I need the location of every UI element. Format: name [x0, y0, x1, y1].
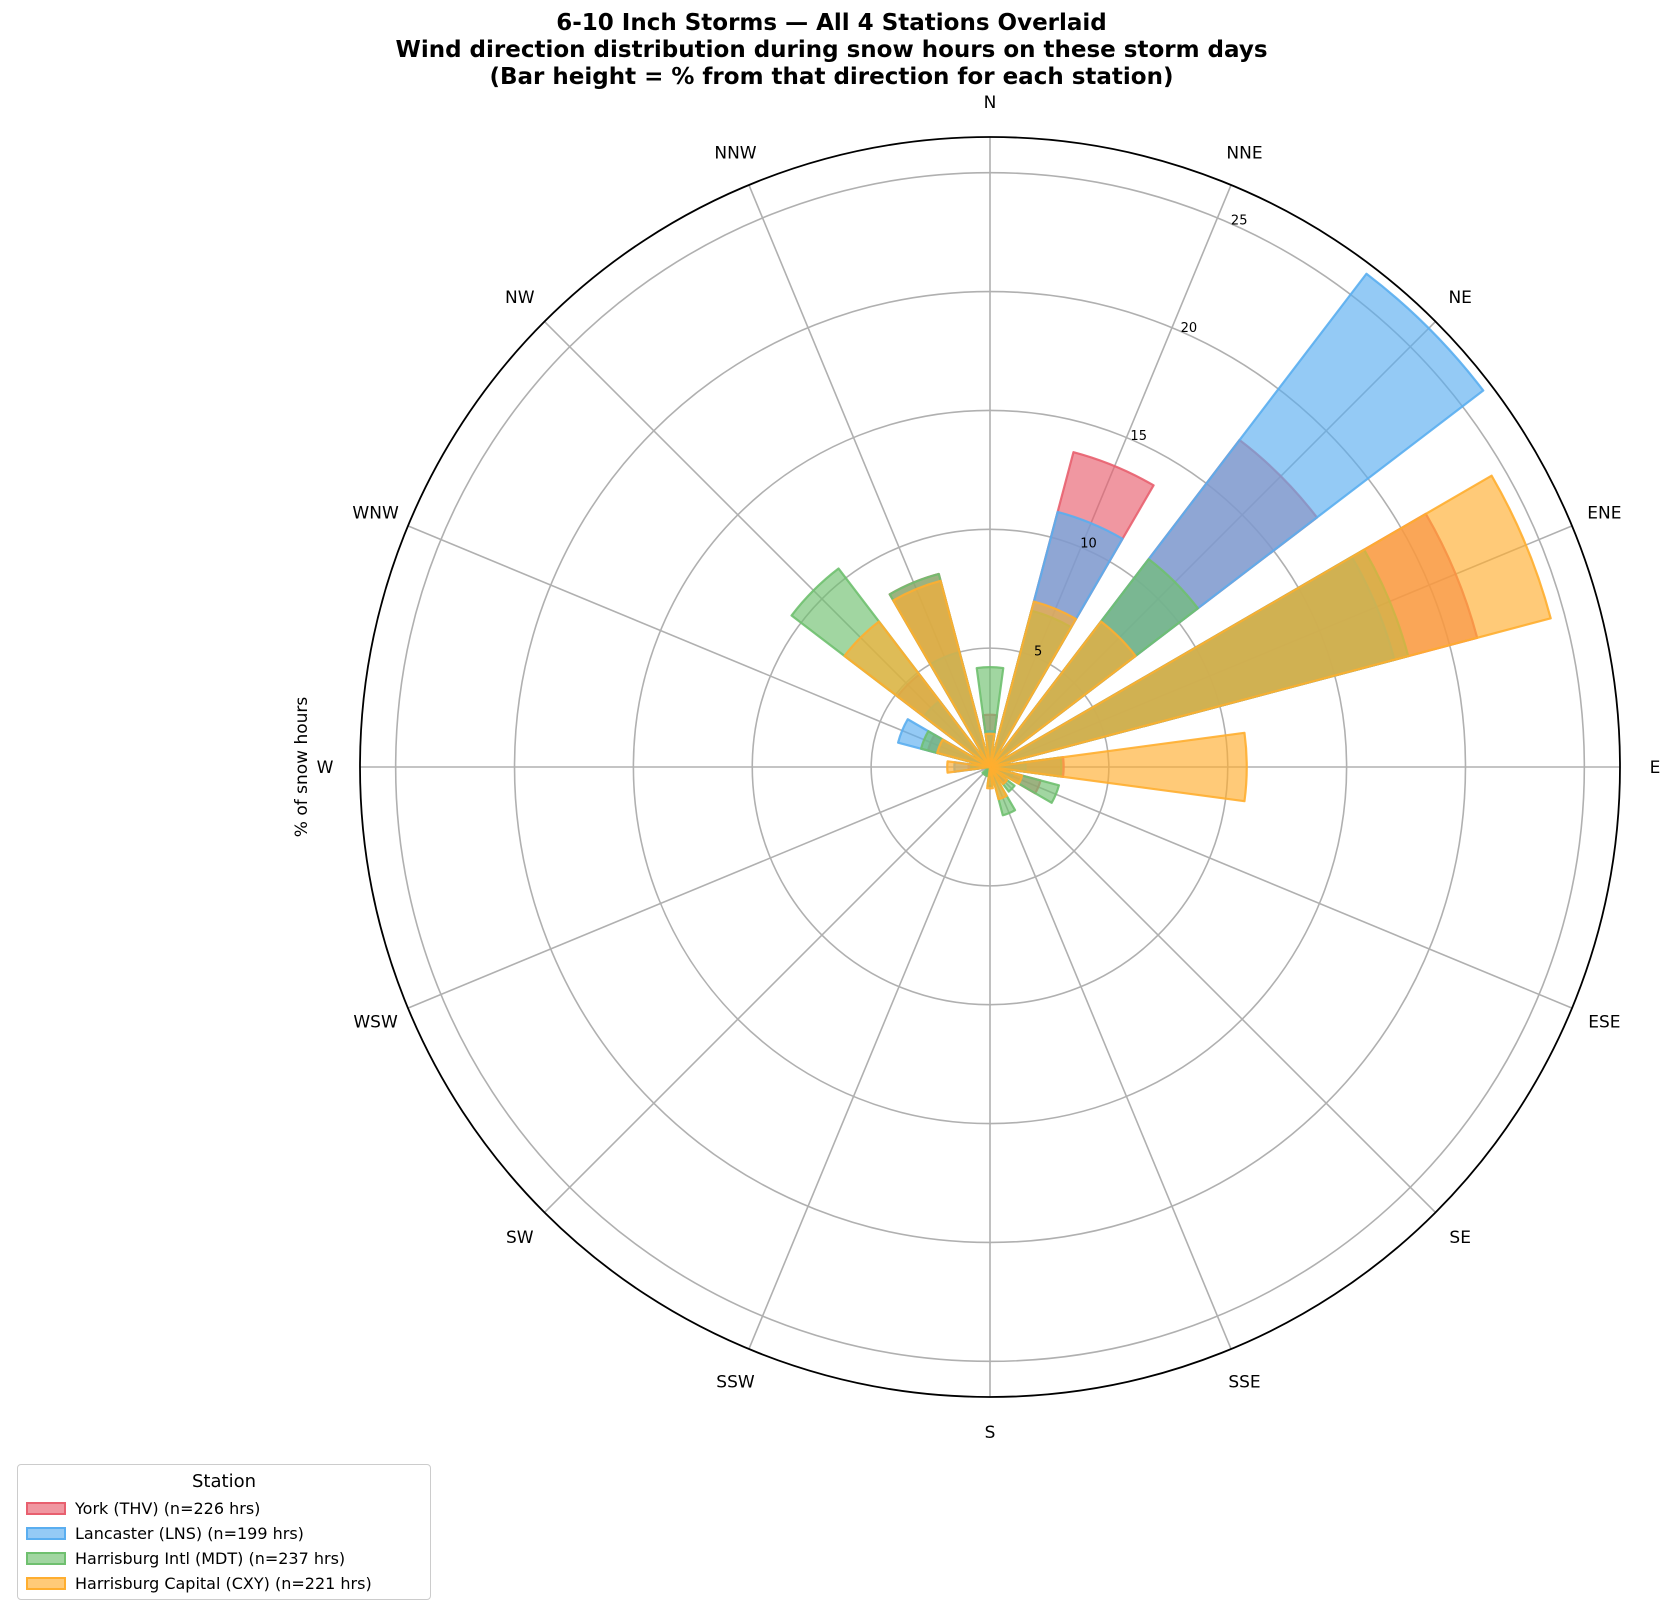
- angular-gridline: [748, 766, 991, 1350]
- legend-label: Harrisburg Intl (MDT) (n=237 hrs): [75, 1549, 346, 1568]
- direction-label-se: SE: [1449, 1228, 1471, 1248]
- legend-item: Harrisburg Capital (CXY) (n=221 hrs): [26, 1571, 422, 1596]
- radial-tick-label: 25: [1231, 213, 1248, 228]
- legend-items: York (THV) (n=226 hrs) Lancaster (LNS) (n…: [26, 1496, 422, 1596]
- bar-3-se: [988, 765, 1009, 786]
- bar-3-nnw: [892, 579, 992, 769]
- direction-label-ese: ESE: [1588, 1013, 1620, 1033]
- direction-label-n: N: [984, 93, 997, 113]
- bar-2-n: [975, 666, 1005, 769]
- chart-title-line-1: 6-10 Inch Storms — All 4 Stations Overla…: [556, 10, 1107, 36]
- legend-title: Station: [192, 1471, 256, 1492]
- direction-label-nne: NNE: [1226, 144, 1262, 164]
- legend-label: Harrisburg Capital (CXY) (n=221 hrs): [75, 1574, 372, 1593]
- direction-label-s: S: [985, 1423, 996, 1443]
- bar-3-nw: [843, 620, 992, 769]
- bar-3-w: [946, 760, 992, 774]
- direction-label-ssw: SSW: [716, 1372, 755, 1392]
- chart-title-line-3: (Bar height = % from that direction for …: [489, 64, 1174, 90]
- y-axis-label: % of snow hours: [292, 697, 312, 838]
- angular-gridline: [543, 766, 991, 1214]
- legend-label: York (THV) (n=226 hrs): [75, 1499, 261, 1518]
- legend-swatch: [26, 1552, 66, 1565]
- chart-title: 6-10 Inch Storms — All 4 Stations Overla…: [0, 10, 1663, 91]
- direction-label-nnw: NNW: [714, 144, 756, 164]
- angular-gridline: [989, 766, 1437, 1214]
- radial-tick-label: 10: [1080, 537, 1097, 552]
- legend-item: York (THV) (n=226 hrs): [26, 1496, 422, 1521]
- angular-gridline: [989, 766, 1573, 1009]
- direction-label-wnw: WNW: [352, 504, 399, 524]
- bar-2-sw: [981, 765, 992, 776]
- legend-item: Lancaster (LNS) (n=199 hrs): [26, 1521, 422, 1546]
- angular-gridline: [407, 525, 991, 768]
- polar-grid: [359, 136, 1621, 1398]
- bar-3-nne: [988, 600, 1078, 769]
- bar-3-ne: [988, 620, 1137, 769]
- direction-label-ene: ENE: [1587, 504, 1621, 524]
- radial-tick-label: 20: [1181, 321, 1198, 336]
- legend: Station York (THV) (n=226 hrs) Lancaster …: [17, 1464, 431, 1600]
- radial-tick-label: 15: [1130, 429, 1147, 444]
- radial-tick-label: 5: [1034, 644, 1042, 659]
- label-layer: N NNE NE ENE E ESE SE SSE S SSW SW WSW W WNW NW NNW 5 10 1…: [317, 93, 1661, 1443]
- bar-layer: [790, 272, 1552, 817]
- bar-3-wnw: [936, 738, 992, 769]
- direction-label-w: W: [317, 758, 334, 778]
- bar-3-e: [988, 731, 1248, 803]
- legend-swatch: [26, 1527, 66, 1540]
- direction-label-nw: NW: [505, 288, 535, 308]
- bar-3-s: [986, 765, 994, 790]
- angular-gridline: [407, 766, 991, 1009]
- legend-item: Harrisburg Intl (MDT) (n=237 hrs): [26, 1546, 422, 1571]
- angular-gridline: [989, 766, 1232, 1350]
- direction-label-wsw: WSW: [353, 1013, 398, 1033]
- bar-3-sse: [988, 765, 1008, 801]
- direction-label-sw: SW: [506, 1228, 534, 1248]
- bar-3-n: [984, 732, 996, 769]
- legend-swatch: [26, 1502, 66, 1515]
- direction-label-e: E: [1650, 758, 1661, 778]
- direction-label-ne: NE: [1448, 288, 1471, 308]
- legend-label: Lancaster (LNS) (n=199 hrs): [75, 1524, 304, 1543]
- legend-swatch: [26, 1577, 66, 1590]
- bar-3-ene: [988, 474, 1552, 769]
- bar-3-ese: [988, 765, 1024, 785]
- chart-title-line-2: Wind direction distribution during snow …: [395, 37, 1268, 63]
- direction-label-sse: SSE: [1228, 1372, 1260, 1392]
- polar-frame: [359, 136, 1621, 1398]
